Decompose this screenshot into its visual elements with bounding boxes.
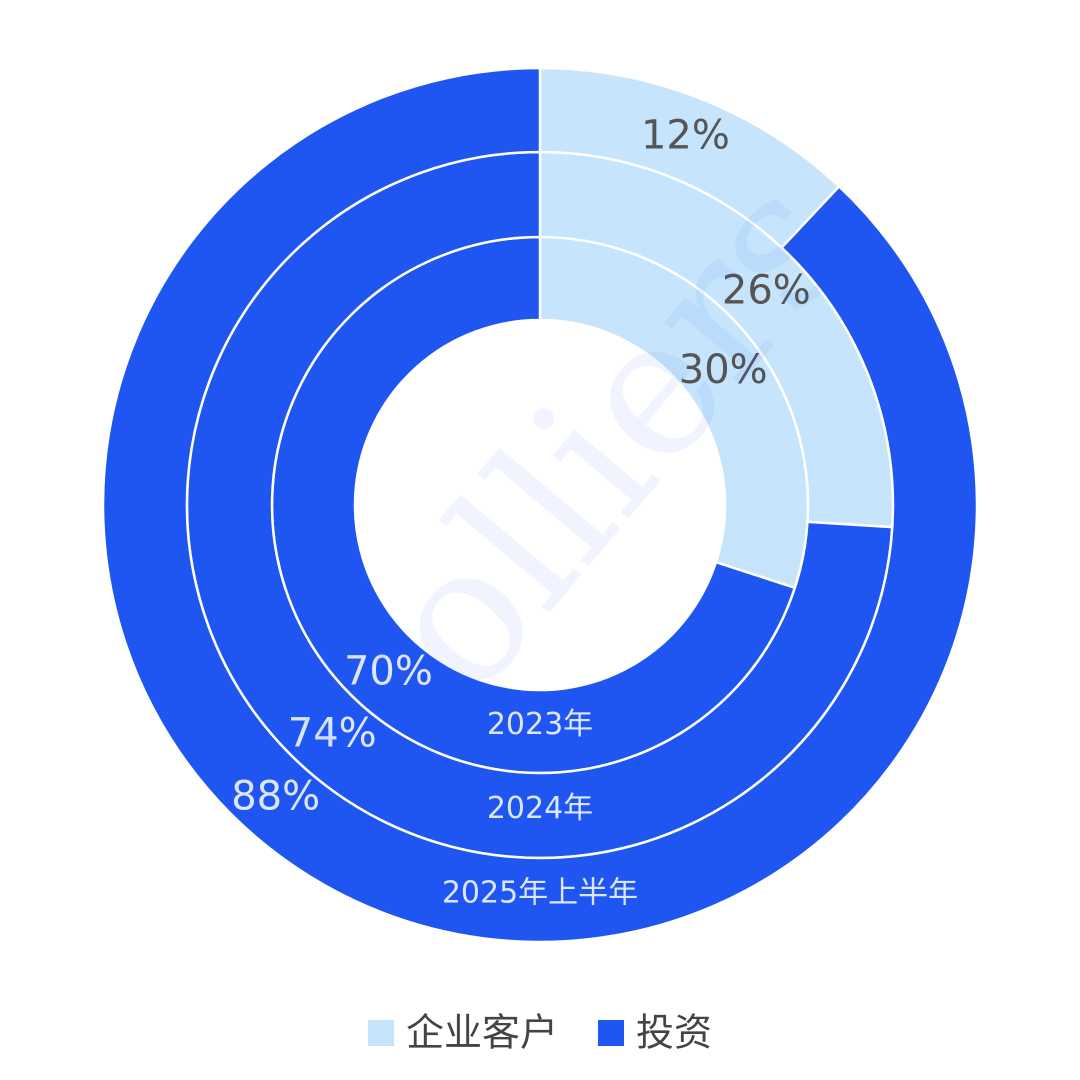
value-label: 26% xyxy=(722,267,811,313)
ring-label: 2023年 xyxy=(487,707,593,742)
value-label: 12% xyxy=(641,113,730,159)
value-label: 70% xyxy=(344,648,433,694)
value-label: 30% xyxy=(679,347,768,393)
ring-label: 2025年上半年 xyxy=(442,876,638,911)
legend-swatch xyxy=(368,1020,394,1046)
donut-slice xyxy=(101,66,979,944)
value-label: 88% xyxy=(231,774,320,820)
legend: 企业客户 投资 xyxy=(368,1011,712,1055)
legend-swatch xyxy=(598,1020,625,1046)
value-label: 74% xyxy=(288,711,377,757)
legend-label: 企业客户 xyxy=(406,1011,558,1055)
ring-label: 2024年 xyxy=(487,791,593,826)
legend-label: 投资 xyxy=(636,1011,712,1055)
